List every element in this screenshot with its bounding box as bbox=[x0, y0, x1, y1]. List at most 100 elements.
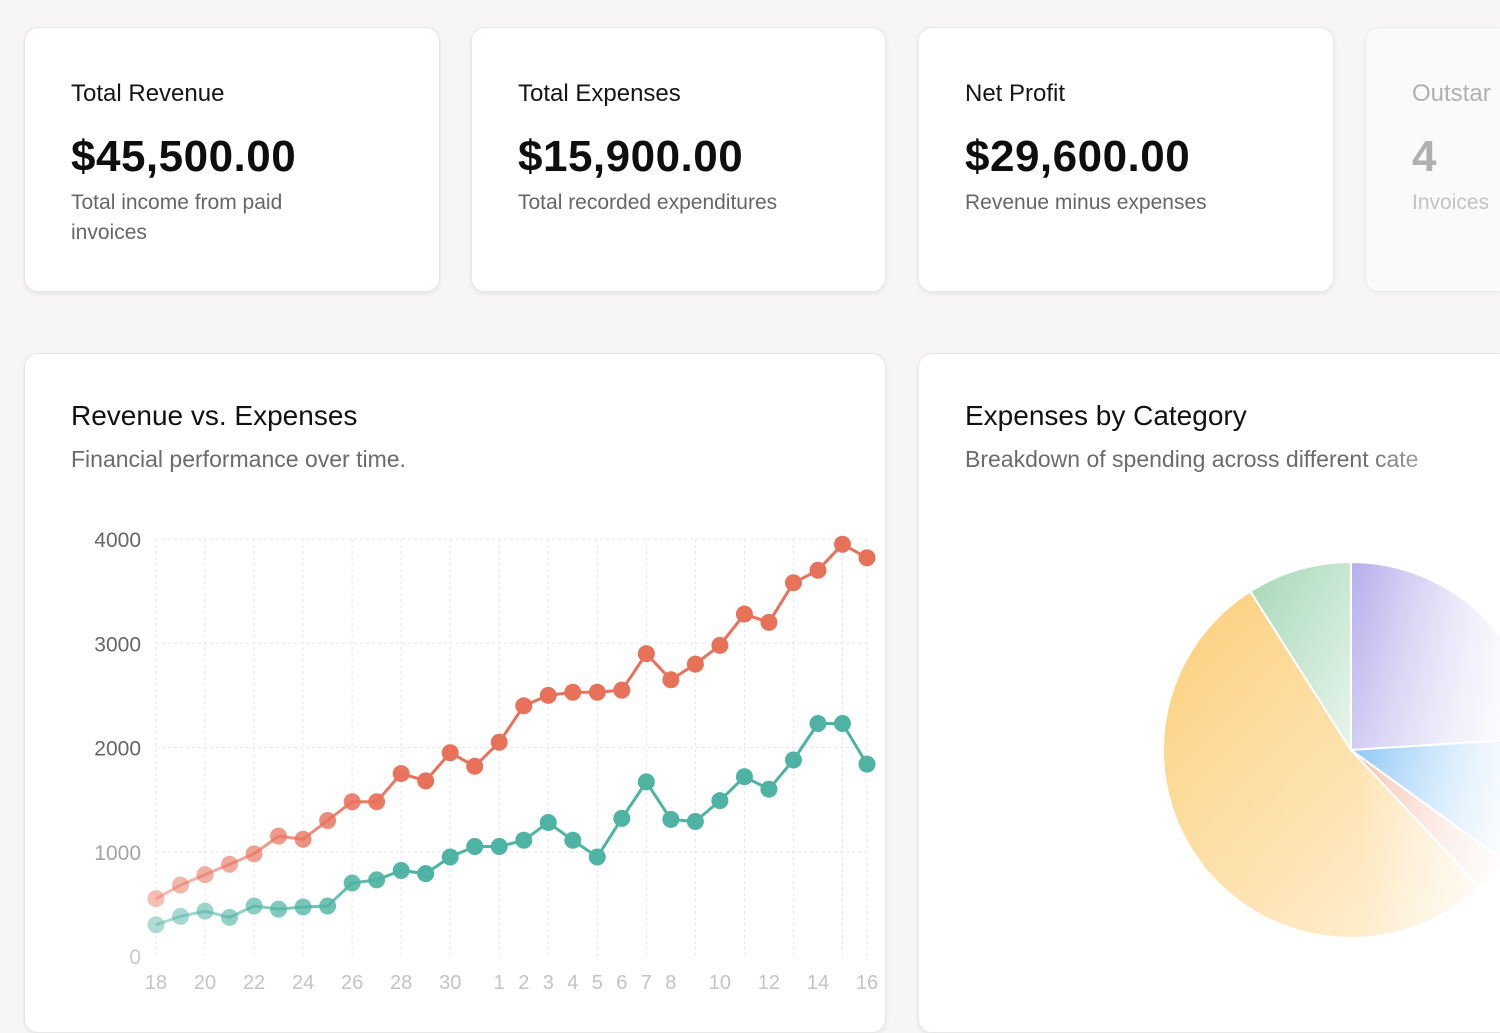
expenses-point bbox=[441, 848, 459, 866]
y-tick-label: 3000 bbox=[94, 633, 141, 656]
revenue-point bbox=[711, 636, 729, 654]
revenue-point bbox=[172, 876, 190, 894]
stat-title: Outstar bbox=[1412, 80, 1491, 107]
expenses-point bbox=[858, 755, 876, 773]
revenue-point bbox=[196, 866, 214, 884]
pie-slice bbox=[1162, 589, 1482, 939]
pie-slice bbox=[1248, 560, 1352, 754]
revenue-point bbox=[833, 535, 851, 553]
stat-card-total-expenses: Total Expenses $15,900.00 Total recorded… bbox=[471, 27, 886, 292]
stat-value: $45,500.00 bbox=[71, 132, 297, 181]
expenses-point bbox=[564, 831, 582, 849]
revenue-line bbox=[155, 542, 868, 900]
revenue-point bbox=[564, 683, 582, 701]
y-tick-label: 2000 bbox=[94, 738, 141, 761]
chart-title: Expenses by Category bbox=[965, 400, 1247, 431]
revenue-point bbox=[441, 744, 459, 762]
expenses-point bbox=[833, 715, 851, 733]
x-tick-label: 3 bbox=[543, 972, 554, 994]
stat-value: $29,600.00 bbox=[965, 132, 1191, 181]
chart-subtitle: Financial performance over time. bbox=[71, 446, 406, 472]
expenses-point bbox=[417, 865, 435, 883]
revenue-point bbox=[735, 605, 753, 623]
expenses-point bbox=[539, 814, 557, 832]
expenses-by-category-card: Expenses by Category Breakdown of spendi… bbox=[918, 353, 1500, 1033]
x-tick-label: 14 bbox=[807, 972, 829, 994]
stat-description: Revenue minus expenses bbox=[965, 191, 1207, 214]
expenses-point bbox=[466, 838, 484, 856]
expenses-point bbox=[343, 874, 361, 892]
revenue-point bbox=[245, 845, 263, 863]
revenue-point bbox=[490, 733, 508, 751]
revenue-point bbox=[662, 671, 680, 689]
revenue-point bbox=[613, 681, 631, 699]
expenses-point bbox=[221, 908, 239, 926]
x-tick-label: 30 bbox=[439, 972, 461, 994]
revenue-point bbox=[760, 613, 778, 631]
chart-title: Revenue vs. Expenses bbox=[71, 400, 358, 431]
x-tick-label: 22 bbox=[243, 972, 265, 994]
expenses-point bbox=[735, 768, 753, 786]
stat-card-total-revenue: Total Revenue $45,500.00 Total income fr… bbox=[24, 27, 440, 292]
revenue-point bbox=[343, 793, 361, 811]
expenses-point bbox=[588, 848, 606, 866]
expenses-point bbox=[711, 792, 729, 810]
expenses-point bbox=[319, 897, 337, 915]
expenses-point bbox=[809, 715, 827, 733]
x-tick-label: 7 bbox=[641, 972, 652, 994]
revenue-point bbox=[539, 686, 557, 704]
y-tick-label: 0 bbox=[129, 946, 141, 969]
expenses-point bbox=[515, 831, 533, 849]
expenses-line bbox=[155, 722, 869, 927]
x-tick-label: 5 bbox=[592, 972, 603, 994]
y-tick-label: 4000 bbox=[94, 529, 141, 552]
stat-title: Total Expenses bbox=[518, 80, 681, 107]
revenue-point bbox=[686, 655, 704, 673]
revenue-point bbox=[368, 793, 386, 811]
expenses-point bbox=[368, 871, 386, 889]
x-tick-label: 4 bbox=[567, 972, 578, 994]
expenses-point bbox=[637, 773, 655, 791]
stat-card-net-profit: Net Profit $29,600.00 Revenue minus expe… bbox=[918, 27, 1334, 292]
revenue-point bbox=[809, 561, 827, 579]
stat-value: $15,900.00 bbox=[518, 132, 744, 181]
revenue-point bbox=[417, 772, 435, 790]
x-tick-label: 12 bbox=[758, 972, 780, 994]
x-tick-label: 2 bbox=[518, 972, 529, 994]
revenue-point bbox=[858, 549, 876, 567]
x-tick-label: 20 bbox=[194, 972, 216, 994]
expenses-point bbox=[294, 898, 312, 916]
revenue-point bbox=[392, 765, 410, 783]
expenses-point bbox=[686, 813, 704, 831]
x-tick-label: 28 bbox=[390, 972, 412, 994]
revenue-point bbox=[588, 683, 606, 701]
revenue-point bbox=[466, 757, 484, 775]
x-tick-label: 26 bbox=[341, 972, 363, 994]
expenses-point bbox=[662, 810, 680, 828]
revenue-point bbox=[221, 855, 239, 873]
chart-subtitle: Breakdown of spending across different c… bbox=[965, 446, 1419, 472]
expenses-point bbox=[270, 900, 288, 918]
pie-slice bbox=[1350, 560, 1500, 752]
x-tick-label: 24 bbox=[292, 972, 314, 994]
expenses-point bbox=[760, 780, 778, 798]
expenses-point bbox=[196, 902, 214, 920]
expenses-point bbox=[784, 751, 802, 769]
y-tick-label: 1000 bbox=[94, 842, 141, 865]
x-tick-label: 10 bbox=[709, 972, 731, 994]
stat-title: Total Revenue bbox=[71, 80, 225, 107]
pie-slice bbox=[1348, 739, 1500, 860]
expenses-point bbox=[392, 862, 410, 880]
revenue-point bbox=[270, 827, 288, 845]
expenses-point bbox=[172, 907, 190, 925]
revenue-point bbox=[147, 890, 165, 908]
x-tick-label: 1 bbox=[494, 972, 505, 994]
revenue-point bbox=[319, 811, 337, 829]
stat-value: 4 bbox=[1412, 132, 1437, 181]
revenue-point bbox=[784, 574, 802, 592]
expenses-point bbox=[245, 897, 263, 915]
stat-title: Net Profit bbox=[965, 80, 1066, 107]
expenses-pie-chart bbox=[1162, 560, 1500, 939]
stat-description: Total recorded expenditures bbox=[518, 191, 778, 214]
